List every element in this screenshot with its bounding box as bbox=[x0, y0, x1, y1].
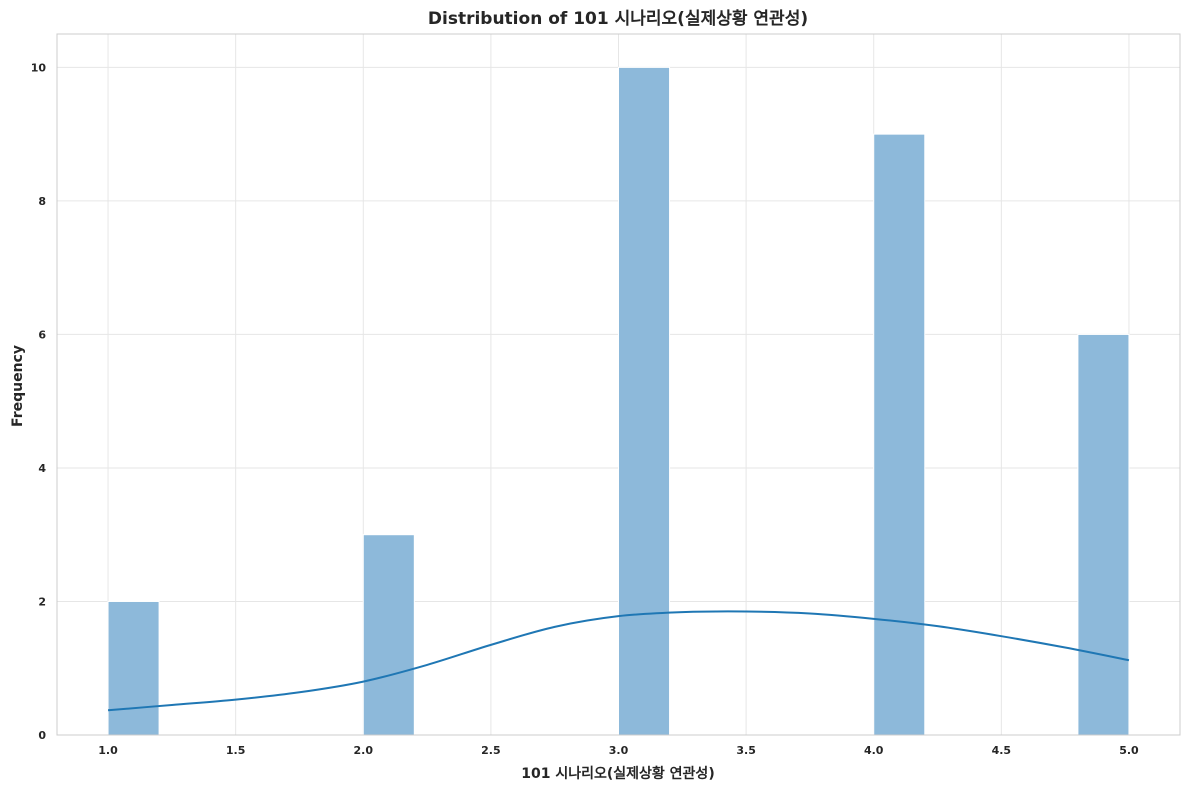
x-tick-label: 1.0 bbox=[98, 744, 118, 757]
y-axis-label: Frequency bbox=[10, 345, 26, 427]
x-tick-label: 4.0 bbox=[864, 744, 884, 757]
y-tick-label: 4 bbox=[38, 462, 46, 475]
histogram-bar bbox=[873, 133, 926, 736]
x-tick-label: 4.5 bbox=[992, 744, 1012, 757]
y-tick-labels: 0 2 4 6 8 10 bbox=[31, 61, 47, 742]
kde-curve-group bbox=[107, 610, 1130, 712]
x-tick-label: 2.0 bbox=[354, 744, 374, 757]
x-tick-label: 3.5 bbox=[736, 744, 756, 757]
histogram-bar bbox=[362, 534, 415, 736]
y-tick-label: 8 bbox=[38, 195, 46, 208]
x-tick-label: 3.0 bbox=[609, 744, 629, 757]
x-tick-label: 1.5 bbox=[226, 744, 246, 757]
y-tick-label: 10 bbox=[31, 61, 47, 74]
x-tick-label: 2.5 bbox=[481, 744, 501, 757]
x-axis-label: 101 시나리오(실제상황 연관성) bbox=[521, 765, 714, 782]
histogram-bar bbox=[107, 600, 160, 736]
kde-curve bbox=[107, 610, 1130, 712]
x-tick-label: 5.0 bbox=[1119, 744, 1139, 757]
chart-title: Distribution of 101 시나리오(실제상황 연관성) bbox=[428, 9, 808, 29]
plot-frame bbox=[56, 33, 1181, 736]
histogram-bar bbox=[1077, 333, 1130, 736]
y-tick-label: 0 bbox=[38, 729, 46, 742]
y-tick-label: 6 bbox=[38, 328, 46, 341]
y-tick-label: 2 bbox=[38, 595, 46, 608]
histogram-bars bbox=[107, 66, 1130, 736]
x-tick-labels: 1.0 1.5 2.0 2.5 3.0 3.5 4.0 4.5 5.0 bbox=[98, 744, 1139, 757]
histogram-bar bbox=[618, 66, 671, 736]
